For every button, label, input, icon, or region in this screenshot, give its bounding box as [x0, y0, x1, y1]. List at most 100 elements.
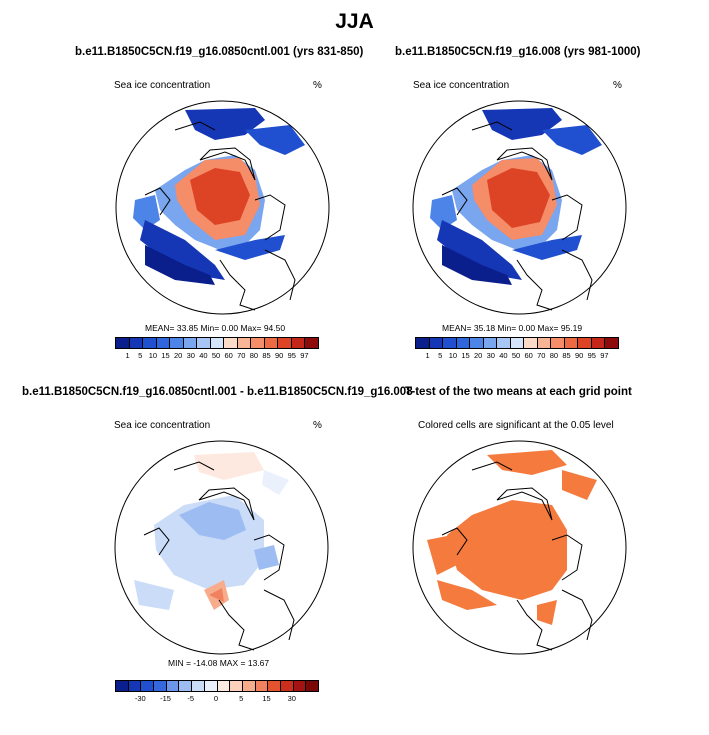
- colorbar-tick-label: 40: [199, 351, 208, 360]
- colorbar-tick-label: 5: [438, 351, 443, 360]
- colorbar-swatch: [166, 681, 180, 691]
- colorbar-tick-label: 1: [425, 351, 430, 360]
- colorbar-tick-label: 50: [211, 351, 221, 360]
- colorbar-tick-label: -5: [187, 694, 195, 703]
- colorbar-swatch: [305, 338, 318, 348]
- panel-2-units-label: %: [613, 80, 622, 91]
- colorbar-tick-label: 30: [486, 351, 495, 360]
- colorbar-swatch: [197, 338, 211, 348]
- colorbar-swatch: [564, 338, 579, 348]
- colorbar-tick-label: 80: [549, 351, 559, 360]
- colorbar-swatch: [578, 338, 592, 348]
- colorbar-tick-label: 1: [125, 351, 130, 360]
- colorbar-swatch: [129, 338, 144, 348]
- panel-1-variable-label: Sea ice concentration: [114, 80, 211, 91]
- colorbar-swatch: [116, 338, 130, 348]
- colorbar-tick-label: 97: [300, 351, 309, 360]
- panel-3-units-label: %: [313, 420, 322, 431]
- panel-1-stats: MEAN= 33.85 Min= 0.00 Max= 94.50: [145, 323, 286, 333]
- colorbar-tick-label: 40: [499, 351, 508, 360]
- colorbar-tick-label: 85: [262, 351, 271, 360]
- colorbar-swatch: [230, 681, 243, 691]
- colorbar-tick-label: 30: [287, 694, 296, 703]
- colorbar-swatch: [264, 338, 279, 348]
- colorbar-swatch: [224, 338, 238, 348]
- colorbar-swatch: [242, 681, 256, 691]
- colorbar-tick-label: 50: [511, 351, 521, 360]
- colorbar-tick-label: 60: [224, 351, 233, 360]
- colorbar-swatch: [179, 681, 193, 691]
- colorbar-tick-label: 80: [249, 351, 259, 360]
- colorbar-tick-label: 15: [161, 351, 170, 360]
- colorbar-swatch: [605, 338, 618, 348]
- colorbar-swatch: [183, 338, 198, 348]
- colorbar-tick-label: 70: [537, 351, 546, 360]
- colorbar-swatch: [280, 681, 294, 691]
- panel-2-variable-label: Sea ice concentration: [413, 80, 510, 91]
- colorbar-tick-label: 90: [274, 351, 284, 360]
- colorbar-swatch: [170, 338, 184, 348]
- colorbar-swatch: [210, 338, 225, 348]
- colorbar-swatch: [429, 338, 444, 348]
- panel-2-stats: MEAN= 35.18 Min= 0.00 Max= 95.19: [442, 323, 583, 333]
- colorbar-swatch: [483, 338, 498, 348]
- colorbar-swatch: [116, 681, 129, 691]
- panel-3-stats: MIN = -14.08 MAX = 13.67: [168, 658, 270, 668]
- colorbar-swatch: [470, 338, 484, 348]
- panel-3-variable-label: Sea ice concentration: [114, 420, 211, 431]
- colorbar-swatch: [255, 681, 269, 691]
- panel-2-colorbar: [415, 337, 619, 349]
- colorbar-tick-label: 90: [574, 351, 584, 360]
- panel-1-units-label: %: [313, 80, 322, 91]
- colorbar-swatch: [306, 681, 318, 691]
- panel-2-polar-map: [412, 100, 627, 315]
- colorbar-swatch: [551, 338, 565, 348]
- colorbar-swatch: [293, 681, 307, 691]
- colorbar-tick-label: 30: [186, 351, 195, 360]
- colorbar-swatch: [497, 338, 511, 348]
- colorbar-swatch: [251, 338, 265, 348]
- colorbar-tick-label: 97: [600, 351, 609, 360]
- panel-1-colorbar-ticks: 1 5 10 15 20 30 40 50 60 70 80 85 90 95 97: [115, 351, 317, 363]
- colorbar-tick-label: 95: [587, 351, 596, 360]
- colorbar-swatch: [156, 338, 171, 348]
- colorbar-tick-label: -30: [134, 694, 146, 703]
- colorbar-tick-label: 15: [262, 694, 271, 703]
- panel-1-title: b.e11.B1850C5CN.f19_g16.0850cntl.001 (yr…: [75, 46, 364, 58]
- colorbar-tick-label: 60: [524, 351, 533, 360]
- panel-3-colorbar-ticks: -30 -15 -5 0 5 15 30: [115, 694, 317, 706]
- panel-4-polar-map: [412, 440, 627, 655]
- colorbar-tick-label: 10: [448, 351, 458, 360]
- panel-2-title: b.e11.B1850C5CN.f19_g16.008 (yrs 981-100…: [395, 46, 641, 58]
- colorbar-swatch: [237, 338, 252, 348]
- colorbar-swatch: [443, 338, 457, 348]
- colorbar-tick-label: 20: [473, 351, 483, 360]
- colorbar-swatch: [591, 338, 606, 348]
- colorbar-tick-label: 20: [173, 351, 183, 360]
- colorbar-swatch: [154, 681, 167, 691]
- colorbar-swatch: [291, 338, 306, 348]
- panel-1-colorbar: [115, 337, 319, 349]
- colorbar-swatch: [217, 681, 231, 691]
- colorbar-swatch: [143, 338, 157, 348]
- main-title: JJA: [335, 10, 374, 33]
- colorbar-tick-label: 5: [138, 351, 143, 360]
- panel-3-colorbar: [115, 680, 319, 692]
- colorbar-swatch: [128, 681, 142, 691]
- colorbar-swatch: [510, 338, 525, 348]
- panel-3-title: b.e11.B1850C5CN.f19_g16.0850cntl.001 - b…: [22, 386, 413, 398]
- colorbar-tick-label: 95: [287, 351, 296, 360]
- colorbar-swatch: [416, 338, 430, 348]
- colorbar-tick-label: 70: [237, 351, 246, 360]
- colorbar-tick-label: 15: [461, 351, 470, 360]
- colorbar-swatch: [278, 338, 292, 348]
- panel-3-polar-map: [114, 440, 329, 655]
- colorbar-swatch: [141, 681, 155, 691]
- colorbar-swatch: [456, 338, 471, 348]
- colorbar-tick-label: 10: [148, 351, 158, 360]
- colorbar-tick-label: 0: [213, 694, 219, 703]
- colorbar-swatch: [524, 338, 538, 348]
- colorbar-swatch: [192, 681, 205, 691]
- colorbar-swatch: [204, 681, 218, 691]
- panel-4-title: T-test of the two means at each grid poi…: [405, 386, 632, 398]
